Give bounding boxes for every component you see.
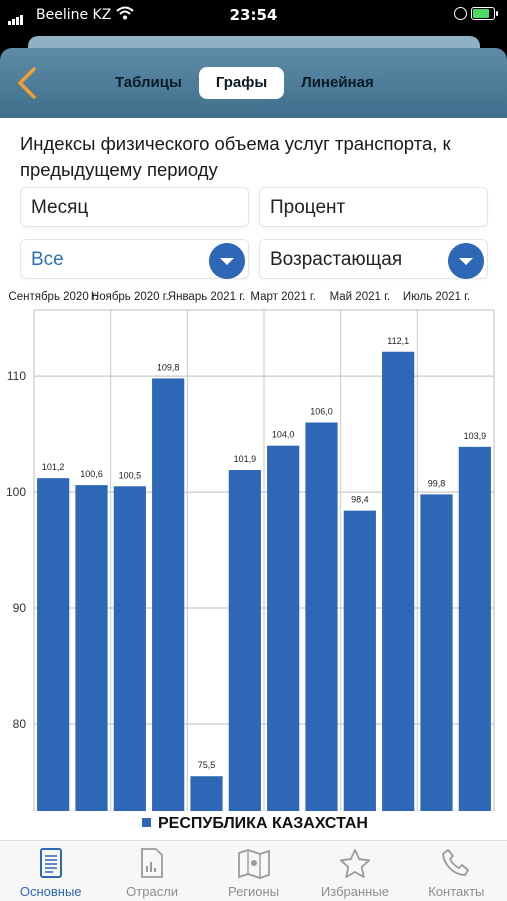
bottom-tab-bar: Основные Отрасли Регионы Избранные Конта… bbox=[0, 840, 507, 901]
signal-icon bbox=[8, 9, 24, 25]
bar bbox=[420, 494, 453, 811]
tab-regions[interactable]: Регионы bbox=[203, 841, 304, 901]
data-label: 101,2 bbox=[42, 462, 65, 472]
y-tick-label: 110 bbox=[7, 369, 26, 383]
bar bbox=[75, 485, 108, 811]
data-label: 101,9 bbox=[234, 454, 257, 464]
data-label: 103,9 bbox=[464, 431, 487, 441]
data-label: 106,0 bbox=[310, 406, 333, 416]
bar bbox=[267, 445, 300, 811]
x-tick-label: Май 2021 г. bbox=[330, 291, 391, 303]
bar bbox=[37, 478, 70, 811]
bar-chart: 80 90 100 110 Сентябрь 2020 г.Ноябрь 2020 г.… bbox=[6, 291, 495, 832]
bar bbox=[382, 351, 415, 811]
tab-main-label: Основные bbox=[19, 884, 82, 899]
x-tick-label: Сентябрь 2020 г. bbox=[8, 291, 97, 303]
bar bbox=[228, 470, 261, 811]
bar bbox=[152, 378, 185, 811]
map-icon bbox=[237, 849, 270, 879]
page-title: Индексы физического объема услуг транспо… bbox=[20, 133, 451, 180]
legend-label: РЕСПУБЛИКА КАЗАХСТАН bbox=[158, 815, 368, 832]
data-label: 99,8 bbox=[428, 478, 446, 488]
y-tick-label: 100 bbox=[6, 485, 26, 499]
tab-industries[interactable]: Отрасли bbox=[101, 841, 202, 901]
tab-contacts-label: Контакты bbox=[428, 884, 485, 899]
status-bar: Beeline KZ 23:54 bbox=[0, 0, 507, 30]
tab-favorites[interactable]: Избранные bbox=[304, 841, 405, 901]
rotation-lock-icon bbox=[454, 7, 467, 20]
report-icon bbox=[141, 848, 164, 878]
sort-value: Возрастающая bbox=[270, 249, 403, 270]
data-label: 98,4 bbox=[351, 495, 369, 505]
carrier-label: Beeline KZ bbox=[36, 7, 112, 23]
wifi-icon bbox=[116, 6, 134, 20]
data-label: 109,8 bbox=[157, 362, 180, 372]
data-label: 100,6 bbox=[80, 469, 103, 479]
tab-tables[interactable]: Таблицы bbox=[115, 74, 182, 91]
phone-icon bbox=[442, 849, 470, 876]
tab-industries-label: Отрасли bbox=[126, 884, 179, 899]
unit-value: Процент bbox=[270, 197, 346, 218]
legend-swatch bbox=[142, 818, 151, 827]
chevron-down-icon[interactable] bbox=[209, 243, 245, 279]
tab-graphs[interactable]: Графы bbox=[198, 67, 285, 99]
tab-linear[interactable]: Линейная bbox=[301, 74, 374, 91]
sort-select[interactable]: Возрастающая bbox=[259, 239, 488, 279]
x-tick-label: Июль 2021 г. bbox=[403, 291, 470, 303]
bar bbox=[343, 510, 376, 811]
view-segmented-control: Таблицы Графы Линейная bbox=[98, 67, 391, 99]
main-content: Индексы физического объема услуг транспо… bbox=[0, 118, 507, 840]
tab-main[interactable]: Основные bbox=[0, 841, 101, 901]
region-value: Все bbox=[31, 249, 64, 270]
bar bbox=[113, 486, 146, 811]
bar bbox=[458, 446, 491, 811]
nav-header: Таблицы Графы Линейная bbox=[0, 48, 507, 118]
x-tick-label: Март 2021 г. bbox=[250, 291, 315, 303]
data-label: 100,5 bbox=[119, 470, 142, 480]
data-label: 112,1 bbox=[387, 336, 409, 346]
period-field[interactable]: Месяц bbox=[20, 187, 249, 227]
bar bbox=[190, 776, 223, 811]
document-icon bbox=[39, 848, 62, 878]
x-tick-label: Ноябрь 2020 г. bbox=[91, 291, 169, 303]
data-label: 75,5 bbox=[198, 760, 216, 770]
star-icon bbox=[339, 849, 371, 878]
y-tick-label: 90 bbox=[13, 601, 27, 615]
period-value: Месяц bbox=[31, 197, 89, 218]
tab-regions-label: Регионы bbox=[227, 884, 280, 899]
back-chevron-icon[interactable] bbox=[14, 65, 40, 101]
clock: 23:54 bbox=[229, 6, 278, 24]
battery-icon bbox=[471, 7, 498, 20]
tab-favorites-label: Избранные bbox=[320, 884, 389, 899]
x-tick-label: Январь 2021 г. bbox=[168, 291, 245, 303]
tab-contacts[interactable]: Контакты bbox=[406, 841, 507, 901]
bar bbox=[305, 422, 338, 811]
data-label: 104,0 bbox=[272, 430, 295, 440]
chevron-down-icon[interactable] bbox=[448, 243, 484, 279]
unit-field[interactable]: Процент bbox=[259, 187, 488, 227]
y-tick-label: 80 bbox=[13, 717, 27, 731]
region-select[interactable]: Все bbox=[20, 239, 249, 279]
